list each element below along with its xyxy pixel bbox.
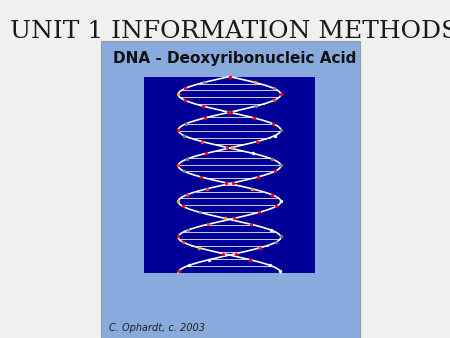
Point — [202, 151, 210, 156]
Point — [230, 180, 237, 186]
Point — [277, 233, 284, 239]
Point — [198, 139, 206, 144]
Point — [252, 80, 259, 85]
Point — [198, 174, 205, 179]
Point — [202, 115, 209, 121]
Point — [175, 127, 182, 132]
Point — [182, 121, 189, 126]
Point — [249, 151, 256, 156]
Point — [182, 86, 189, 91]
Point — [181, 97, 188, 103]
Bar — [144, 77, 315, 273]
Bar — [101, 41, 360, 338]
Point — [246, 257, 253, 262]
Point — [175, 92, 182, 97]
Point — [272, 204, 279, 209]
Point — [271, 133, 279, 138]
Point — [270, 121, 277, 126]
Point — [277, 127, 284, 132]
Point — [184, 227, 192, 233]
Point — [206, 257, 213, 262]
Point — [226, 74, 233, 79]
Point — [231, 216, 238, 221]
Point — [232, 251, 239, 257]
Point — [267, 263, 274, 268]
Point — [247, 221, 254, 227]
Point — [254, 174, 261, 179]
Point — [204, 186, 211, 191]
Point — [277, 198, 284, 203]
Point — [221, 216, 228, 221]
Point — [269, 156, 276, 162]
Point — [227, 109, 234, 115]
Point — [224, 145, 231, 150]
Point — [268, 192, 275, 197]
Text: DNA - Deoxyribonucleic Acid: DNA - Deoxyribonucleic Acid — [113, 51, 356, 66]
Point — [205, 221, 212, 227]
Point — [184, 192, 191, 197]
Point — [228, 145, 235, 150]
Point — [267, 227, 274, 233]
Point — [220, 251, 227, 257]
Point — [180, 133, 188, 138]
Point — [277, 269, 284, 274]
Point — [252, 103, 260, 109]
Point — [185, 263, 192, 268]
Point — [272, 168, 279, 174]
Point — [225, 109, 232, 115]
Point — [179, 239, 186, 245]
Point — [175, 233, 182, 239]
Point — [175, 198, 182, 203]
Point — [180, 168, 187, 174]
Point — [256, 245, 264, 250]
Point — [256, 210, 263, 215]
Point — [277, 163, 284, 168]
Point — [183, 156, 190, 162]
Point — [226, 74, 233, 79]
Point — [271, 97, 278, 103]
Point — [180, 204, 187, 209]
Point — [250, 115, 257, 121]
Point — [195, 245, 203, 250]
Point — [175, 163, 182, 168]
Point — [248, 186, 255, 191]
Point — [273, 239, 280, 245]
Point — [277, 92, 284, 97]
Point — [253, 139, 261, 144]
Point — [270, 86, 277, 91]
Text: UNIT 1 INFORMATION METHODS OF A CELL: UNIT 1 INFORMATION METHODS OF A CELL — [10, 21, 450, 44]
Point — [199, 103, 207, 109]
Point — [175, 269, 182, 274]
Text: C. Ophardt, c. 2003: C. Ophardt, c. 2003 — [109, 323, 205, 333]
Point — [200, 80, 207, 85]
Point — [222, 180, 230, 186]
Point — [196, 210, 203, 215]
